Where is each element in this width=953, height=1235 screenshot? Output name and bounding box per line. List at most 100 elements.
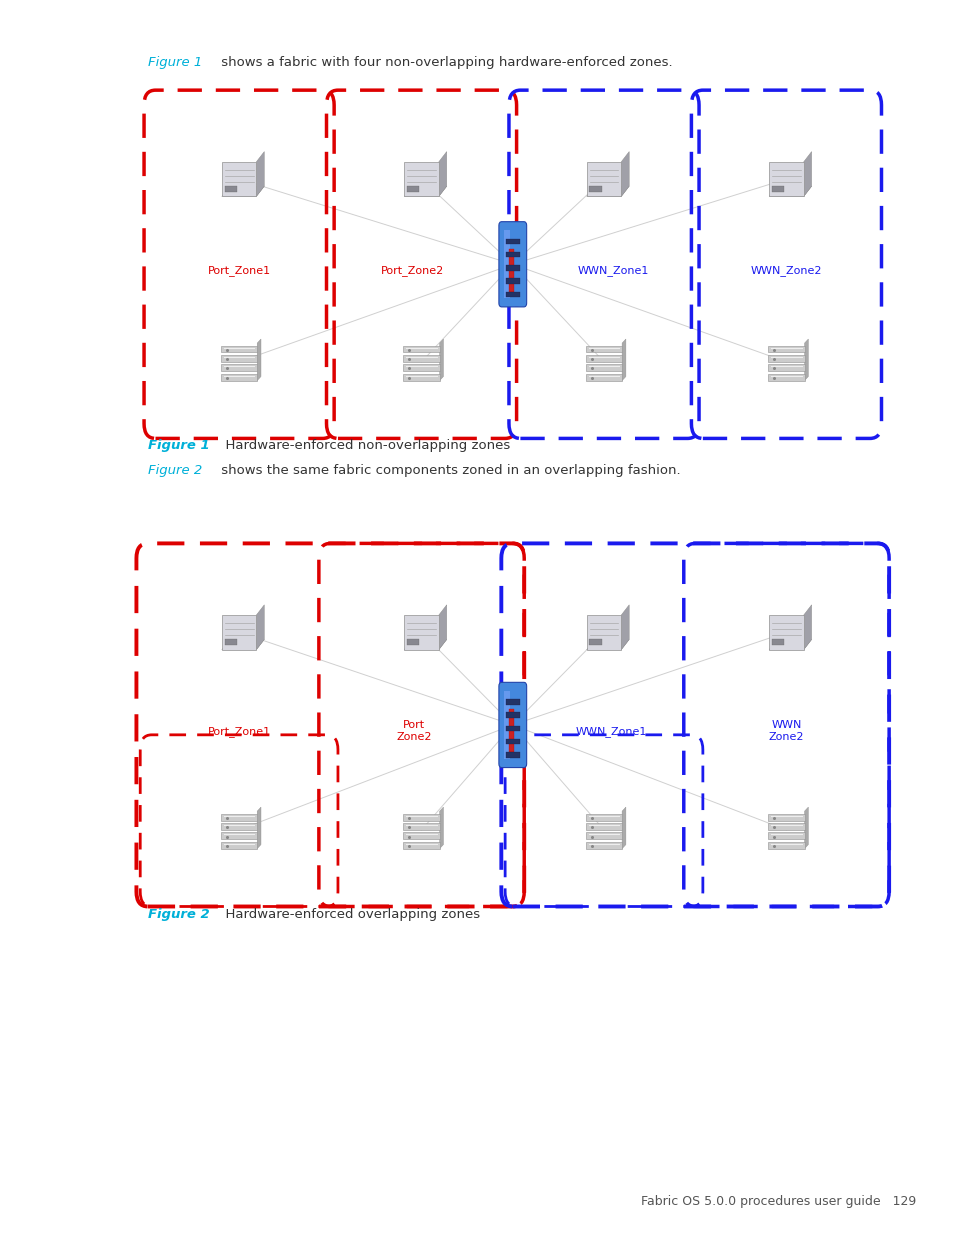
FancyBboxPatch shape xyxy=(585,842,621,848)
FancyBboxPatch shape xyxy=(403,346,439,352)
FancyBboxPatch shape xyxy=(767,832,803,840)
Text: Port_Zone1: Port_Zone1 xyxy=(208,266,271,275)
FancyBboxPatch shape xyxy=(585,364,621,372)
Text: WWN_Zone1: WWN_Zone1 xyxy=(576,726,647,736)
Bar xyxy=(589,640,601,646)
Bar xyxy=(509,709,514,752)
Polygon shape xyxy=(256,152,264,196)
FancyBboxPatch shape xyxy=(498,682,526,767)
Text: Figure 1: Figure 1 xyxy=(148,438,210,452)
Text: shows a fabric with four non-overlapping hardware-enforced zones.: shows a fabric with four non-overlapping… xyxy=(216,56,672,69)
Text: WWN_Zone2: WWN_Zone2 xyxy=(750,266,821,275)
Text: Port_Zone1: Port_Zone1 xyxy=(208,726,271,736)
Polygon shape xyxy=(438,605,446,650)
FancyBboxPatch shape xyxy=(221,823,257,830)
Polygon shape xyxy=(257,808,261,848)
FancyBboxPatch shape xyxy=(767,354,803,362)
FancyBboxPatch shape xyxy=(586,615,620,650)
Polygon shape xyxy=(257,340,261,380)
Polygon shape xyxy=(768,640,811,650)
Text: Figure 2: Figure 2 xyxy=(148,463,202,477)
Bar xyxy=(505,266,519,270)
FancyBboxPatch shape xyxy=(586,162,620,196)
FancyBboxPatch shape xyxy=(403,842,439,848)
FancyBboxPatch shape xyxy=(221,346,257,352)
Polygon shape xyxy=(221,640,264,650)
Text: Figure 1: Figure 1 xyxy=(148,56,202,69)
Text: shows the same fabric components zoned in an overlapping fashion.: shows the same fabric components zoned i… xyxy=(216,463,679,477)
Text: Fabric OS 5.0.0 procedures user guide   129: Fabric OS 5.0.0 procedures user guide 12… xyxy=(639,1194,915,1208)
Bar xyxy=(407,640,418,646)
FancyBboxPatch shape xyxy=(767,814,803,820)
Text: Hardware-enforced non-overlapping zones: Hardware-enforced non-overlapping zones xyxy=(216,438,509,452)
Polygon shape xyxy=(621,808,625,848)
FancyBboxPatch shape xyxy=(585,346,621,352)
FancyBboxPatch shape xyxy=(768,615,803,650)
Text: WWN
Zone2: WWN Zone2 xyxy=(768,720,803,742)
Polygon shape xyxy=(803,340,807,380)
FancyBboxPatch shape xyxy=(221,832,257,840)
Polygon shape xyxy=(439,340,443,380)
FancyBboxPatch shape xyxy=(403,814,439,820)
Bar xyxy=(771,640,783,646)
Polygon shape xyxy=(803,808,807,848)
FancyBboxPatch shape xyxy=(585,823,621,830)
Polygon shape xyxy=(404,640,446,650)
FancyBboxPatch shape xyxy=(403,354,439,362)
FancyBboxPatch shape xyxy=(498,222,526,306)
Polygon shape xyxy=(620,152,629,196)
Polygon shape xyxy=(439,808,443,848)
FancyBboxPatch shape xyxy=(404,615,438,650)
FancyBboxPatch shape xyxy=(403,823,439,830)
Polygon shape xyxy=(404,186,446,196)
FancyBboxPatch shape xyxy=(767,823,803,830)
Bar xyxy=(771,186,783,193)
Polygon shape xyxy=(768,186,811,196)
Polygon shape xyxy=(803,152,811,196)
FancyBboxPatch shape xyxy=(221,615,256,650)
FancyBboxPatch shape xyxy=(403,832,439,840)
FancyBboxPatch shape xyxy=(221,354,257,362)
Polygon shape xyxy=(438,152,446,196)
FancyBboxPatch shape xyxy=(585,832,621,840)
Bar xyxy=(505,278,519,284)
Text: Figure 2: Figure 2 xyxy=(148,908,210,921)
Bar xyxy=(224,640,236,646)
FancyBboxPatch shape xyxy=(768,162,803,196)
Polygon shape xyxy=(803,605,811,650)
Bar xyxy=(505,739,519,745)
Bar xyxy=(505,713,519,718)
Text: WWN_Zone1: WWN_Zone1 xyxy=(578,266,649,275)
Bar xyxy=(224,186,236,193)
FancyBboxPatch shape xyxy=(585,374,621,380)
FancyBboxPatch shape xyxy=(585,354,621,362)
Polygon shape xyxy=(586,640,629,650)
FancyBboxPatch shape xyxy=(585,814,621,820)
FancyBboxPatch shape xyxy=(403,364,439,372)
Text: Hardware-enforced overlapping zones: Hardware-enforced overlapping zones xyxy=(216,908,479,921)
Bar xyxy=(505,726,519,731)
FancyBboxPatch shape xyxy=(221,814,257,820)
FancyBboxPatch shape xyxy=(503,230,510,298)
Bar xyxy=(505,752,519,757)
Bar xyxy=(509,248,514,291)
Bar xyxy=(505,238,519,245)
FancyBboxPatch shape xyxy=(221,842,257,848)
FancyBboxPatch shape xyxy=(221,374,257,380)
Bar xyxy=(589,186,601,193)
FancyBboxPatch shape xyxy=(767,364,803,372)
Polygon shape xyxy=(620,605,629,650)
FancyBboxPatch shape xyxy=(503,692,510,758)
FancyBboxPatch shape xyxy=(221,162,256,196)
FancyBboxPatch shape xyxy=(403,374,439,380)
FancyBboxPatch shape xyxy=(767,374,803,380)
Bar xyxy=(505,252,519,257)
Polygon shape xyxy=(221,186,264,196)
Polygon shape xyxy=(586,186,629,196)
Bar xyxy=(505,291,519,296)
FancyBboxPatch shape xyxy=(221,364,257,372)
Bar xyxy=(407,186,418,193)
Polygon shape xyxy=(621,340,625,380)
Bar xyxy=(505,699,519,705)
Text: Port
Zone2: Port Zone2 xyxy=(395,720,431,742)
